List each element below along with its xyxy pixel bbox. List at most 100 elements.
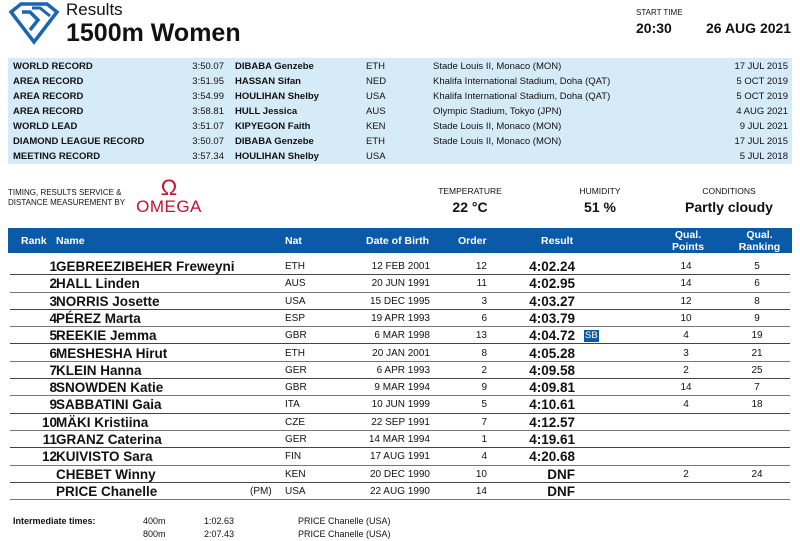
athlete-name: PRICE Chanelle bbox=[56, 483, 158, 499]
table-row: 11 GRANZ Caterina GER 14 MAR 1994 1 4:19.61 bbox=[10, 431, 790, 449]
nationality: GER bbox=[285, 364, 307, 376]
record-time: 3:58.81 bbox=[192, 106, 224, 117]
date-of-birth: 6 APR 1993 bbox=[376, 364, 430, 376]
nationality: USA bbox=[285, 295, 306, 307]
start-order: 5 bbox=[481, 399, 487, 411]
record-type: WORLD LEAD bbox=[13, 121, 78, 132]
athlete-name: CHEBET Winny bbox=[56, 466, 156, 482]
start-order: 10 bbox=[475, 468, 487, 480]
qual-ranking: 18 bbox=[751, 399, 763, 411]
athlete-name: SNOWDEN Katie bbox=[56, 380, 164, 396]
table-row: 9 SABBATINI Gaia ITA 10 JUN 1999 5 4:10.61 4 18 bbox=[10, 396, 790, 414]
record-date: 9 JUL 2021 bbox=[739, 121, 788, 132]
athlete-name: REEKIE Jemma bbox=[56, 328, 157, 344]
result-time: 4:03.79 bbox=[529, 310, 575, 326]
nationality: ESP bbox=[285, 312, 306, 324]
athlete-name: MESHESHA Hirut bbox=[56, 345, 168, 361]
table-row: 10 MÄKI Kristiina CZE 22 SEP 1991 7 4:12.57 bbox=[10, 414, 790, 431]
athlete-name: GEBREEZIBEHER Freweyni bbox=[56, 259, 235, 274]
rank: 1 bbox=[49, 259, 57, 274]
col-dob: Date of Birth bbox=[366, 235, 429, 247]
record-holder: HOULIHAN Shelby bbox=[235, 151, 319, 162]
table-row: 12 KUIVISTO Sara FIN 17 AUG 1991 4 4:20.68 bbox=[10, 448, 790, 466]
record-venue: Stade Louis II, Monaco (MON) bbox=[433, 121, 562, 132]
rank: 10 bbox=[41, 414, 57, 430]
rank: 11 bbox=[42, 432, 57, 447]
record-row: MEETING RECORD 3:57.34 HOULIHAN Shelby USA 5… bbox=[8, 149, 792, 164]
date-of-birth: 6 MAR 1998 bbox=[374, 330, 430, 342]
result-time: 4:02.95 bbox=[529, 276, 575, 292]
qual-ranking: 7 bbox=[754, 382, 760, 394]
record-date: 5 OCT 2019 bbox=[736, 76, 788, 87]
record-holder: HULL Jessica bbox=[235, 106, 298, 117]
date-of-birth: 22 SEP 1991 bbox=[371, 416, 430, 428]
col-qual-points: Qual. Points bbox=[671, 229, 705, 253]
start-order: 14 bbox=[475, 485, 487, 497]
record-holder: KIPYEGON Faith bbox=[235, 121, 311, 132]
athlete-name: PÉREZ Marta bbox=[56, 310, 141, 326]
record-row: AREA RECORD 3:54.99 HOULIHAN Shelby USA Khal… bbox=[8, 89, 792, 104]
humidity-value: 51 % bbox=[584, 199, 616, 215]
table-row: PRICE Chanelle (PM) USA 22 AUG 1990 14 DNF bbox=[10, 483, 790, 501]
nationality: ETH bbox=[285, 347, 305, 359]
rank: 5 bbox=[49, 328, 57, 344]
date-of-birth: 22 AUG 1990 bbox=[369, 485, 430, 497]
record-type: DIAMOND LEAGUE RECORD bbox=[13, 136, 145, 147]
record-nat: KEN bbox=[366, 121, 386, 132]
rank: 2 bbox=[49, 276, 57, 292]
record-time: 3:57.34 bbox=[192, 151, 224, 162]
athlete-name: SABBATINI Gaia bbox=[56, 397, 162, 413]
nationality: GER bbox=[285, 434, 307, 445]
record-type: AREA RECORD bbox=[13, 76, 84, 87]
results-table-body: 1 GEBREEZIBEHER Freweyni ETH 12 FEB 2001 12 4… bbox=[0, 258, 800, 508]
result-time: 4:09.81 bbox=[529, 380, 575, 396]
page-subtitle: Results bbox=[66, 0, 123, 19]
date-of-birth: 20 DEC 1990 bbox=[369, 468, 430, 480]
qual-ranking: 8 bbox=[754, 295, 760, 307]
start-order: 13 bbox=[475, 330, 487, 342]
result-time: 4:09.58 bbox=[529, 362, 575, 378]
nationality: AUS bbox=[285, 278, 306, 290]
record-holder: DIBABA Genzebe bbox=[235, 61, 314, 72]
record-nat: USA bbox=[366, 151, 386, 162]
qual-points: 14 bbox=[680, 261, 692, 272]
result-time: 4:10.61 bbox=[529, 397, 575, 413]
temperature-label: TEMPERATURE bbox=[438, 186, 502, 196]
qual-points: 14 bbox=[680, 382, 692, 394]
result-time: DNF bbox=[547, 466, 575, 482]
rank: 3 bbox=[49, 293, 57, 309]
nationality: FIN bbox=[285, 451, 302, 463]
qual-ranking: 21 bbox=[751, 347, 763, 359]
qual-points: 10 bbox=[680, 312, 692, 324]
qual-points: 4 bbox=[683, 330, 689, 342]
qual-ranking: 24 bbox=[751, 468, 763, 480]
result-time: 4:05.28 bbox=[529, 345, 575, 361]
table-row: 5 REEKIE Jemma GBR 6 MAR 1998 13 4:04.72 SB 4 19 bbox=[10, 327, 790, 345]
table-row: 3 NORRIS Josette USA 15 DEC 1995 3 4:03.27 12 8 bbox=[10, 293, 790, 310]
qual-points: 12 bbox=[680, 295, 692, 307]
record-nat: NED bbox=[366, 76, 387, 87]
record-row: DIAMOND LEAGUE RECORD 3:50.07 DIBABA Genze… bbox=[8, 134, 792, 149]
record-date: 5 OCT 2019 bbox=[736, 91, 788, 102]
athlete-name: MÄKI Kristiina bbox=[56, 414, 149, 430]
date-of-birth: 9 MAR 1994 bbox=[374, 382, 430, 394]
season-best-badge: SB bbox=[584, 330, 599, 343]
qual-points: 4 bbox=[683, 399, 689, 411]
record-nat: ETH bbox=[366, 61, 385, 72]
record-holder: HASSAN Sifan bbox=[235, 76, 301, 87]
athlete-name: NORRIS Josette bbox=[56, 293, 160, 309]
nationality: GBR bbox=[285, 330, 307, 342]
split-dist: 800m bbox=[143, 529, 166, 539]
record-nat: AUS bbox=[366, 106, 386, 117]
record-date: 17 JUL 2015 bbox=[734, 136, 788, 147]
records-table: WORLD RECORD 3:50.07 DIBABA Genzebe ETH Stad… bbox=[8, 58, 792, 164]
temperature-value: 22 °C bbox=[452, 199, 488, 215]
col-rank: Rank bbox=[21, 235, 47, 247]
qual-ranking: 9 bbox=[754, 312, 760, 324]
table-row: 8 SNOWDEN Katie GBR 9 MAR 1994 9 4:09.81 14 7 bbox=[10, 379, 790, 397]
rank: 12 bbox=[41, 449, 57, 465]
qual-ranking: 25 bbox=[751, 364, 763, 376]
start-order: 4 bbox=[481, 451, 487, 463]
athlete-name: KUIVISTO Sara bbox=[56, 449, 153, 465]
date-of-birth: 15 DEC 1995 bbox=[369, 295, 430, 307]
